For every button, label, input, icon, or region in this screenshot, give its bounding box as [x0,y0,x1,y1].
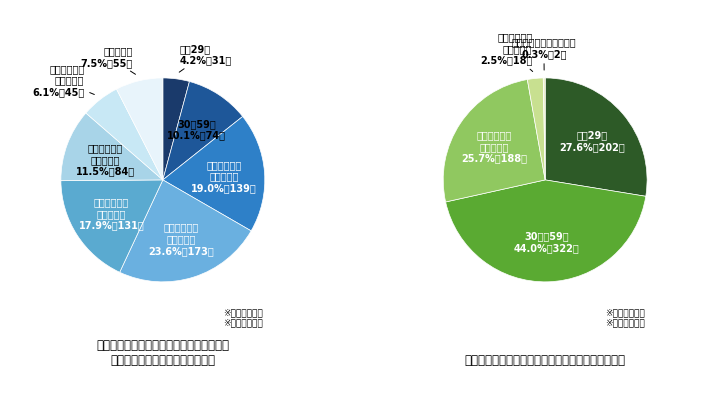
Wedge shape [545,79,647,197]
Wedge shape [120,180,251,282]
Text: ５時間以上～
６時間未満
6.1%（45）: ５時間以上～ ６時間未満 6.1%（45） [32,64,94,97]
Wedge shape [61,180,163,273]
Wedge shape [543,79,545,180]
Wedge shape [163,82,243,180]
Text: ４時間以上～
５時間未満
11.5%（84）: ４時間以上～ ５時間未満 11.5%（84） [76,143,135,176]
Text: １時間以上～
２時間未満
19.0%（139）: １時間以上～ ２時間未満 19.0%（139） [191,159,257,192]
Wedge shape [445,180,646,282]
Title: 高２生　自宅での１日あたり平均学習時間
（オンライン授業の時間を除く）: 高２生 自宅での１日あたり平均学習時間 （オンライン授業の時間を除く） [96,338,229,367]
Text: 30～59分
10.1%（74）: 30～59分 10.1%（74） [167,119,226,140]
Text: ０～29分
27.6%（202）: ０～29分 27.6%（202） [559,130,624,152]
Wedge shape [163,117,265,231]
Text: ２時間以上～
３時間未満
23.6%（173）: ２時間以上～ ３時間未満 23.6%（173） [149,222,214,255]
Wedge shape [117,79,163,180]
Title: 高２生　オンライン授業の１日あたり平均視聴時間: 高２生 オンライン授業の１日あたり平均視聴時間 [464,354,626,367]
Text: ３時間以上～４時間未満
0.3%（2）: ３時間以上～４時間未満 0.3%（2） [512,37,576,71]
Text: ３時間以上～
４時間未満
17.9%（131）: ３時間以上～ ４時間未満 17.9%（131） [79,197,144,230]
Wedge shape [86,90,163,180]
Text: ６時間以上
7.5%（55）: ６時間以上 7.5%（55） [81,46,135,75]
Text: ０～29分
4.2%（31）: ０～29分 4.2%（31） [179,44,232,73]
Wedge shape [443,80,545,203]
Wedge shape [527,79,545,180]
Text: ２時間以上～
３時間未満
2.5%（18）: ２時間以上～ ３時間未満 2.5%（18） [480,32,532,72]
Text: １時間以上～
２時間未満
25.7%（188）: １時間以上～ ２時間未満 25.7%（188） [462,130,527,163]
Text: ※（）は回答数
※無回答を除く: ※（）は回答数 ※無回答を除く [223,308,263,327]
Wedge shape [61,114,163,181]
Text: ※（）は回答数
※無回答を除く: ※（）は回答数 ※無回答を除く [605,308,645,327]
Wedge shape [163,79,190,180]
Text: 30分～59分
44.0%（322）: 30分～59分 44.0%（322） [514,231,580,252]
